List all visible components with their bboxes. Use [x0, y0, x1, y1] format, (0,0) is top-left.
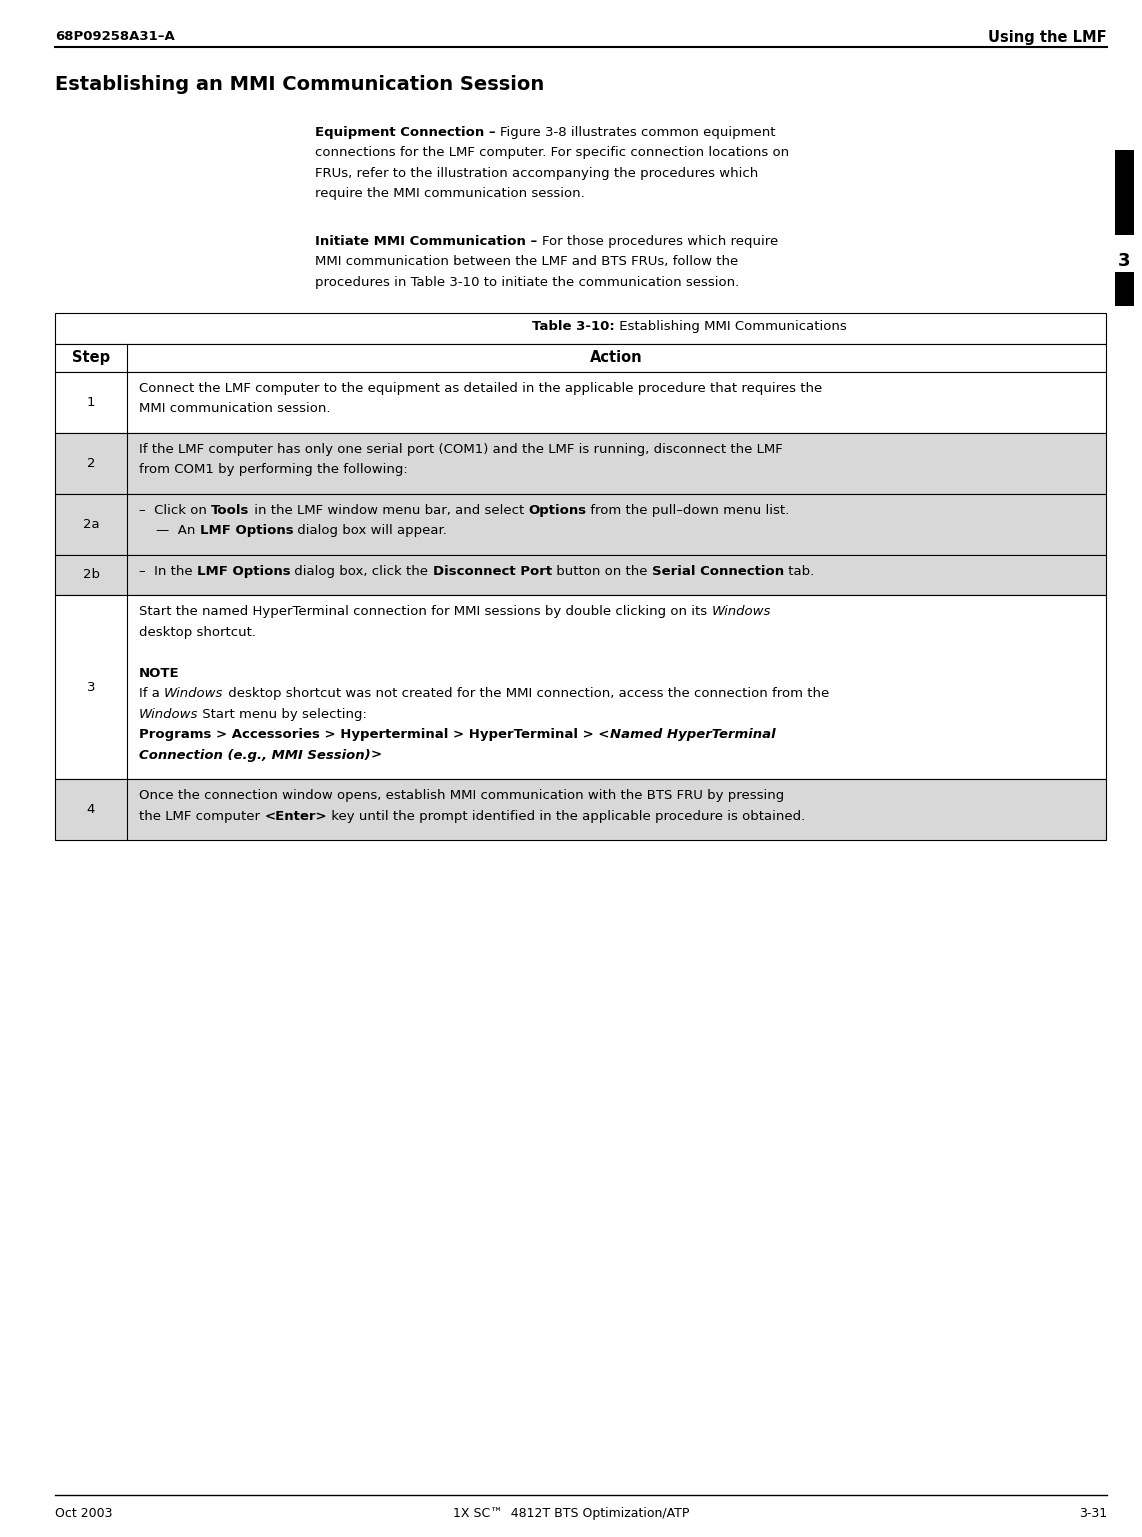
- Text: Windows: Windows: [164, 687, 224, 699]
- Text: 2a: 2a: [82, 518, 99, 530]
- Text: 2: 2: [87, 456, 95, 469]
- Text: Windows: Windows: [711, 606, 771, 618]
- Bar: [55, 779, 1105, 841]
- Text: Initiate MMI Communication –: Initiate MMI Communication –: [315, 235, 541, 247]
- Text: Start menu by selecting:: Start menu by selecting:: [199, 707, 368, 721]
- Text: Step: Step: [72, 350, 110, 366]
- Text: Connect the LMF computer to the equipment as detailed in the applicable procedur: Connect the LMF computer to the equipmen…: [139, 381, 822, 395]
- Bar: [55, 432, 1105, 493]
- Bar: [55, 493, 1105, 555]
- Bar: [1115, 151, 1134, 235]
- Text: require the MMI communication session.: require the MMI communication session.: [315, 188, 585, 200]
- Text: dialog box, click the: dialog box, click the: [290, 564, 433, 578]
- Bar: [55, 555, 1105, 595]
- Text: Figure 3-8 illustrates common equipment: Figure 3-8 illustrates common equipment: [500, 126, 775, 138]
- Text: MMI communication session.: MMI communication session.: [139, 403, 330, 415]
- Text: Windows: Windows: [139, 707, 199, 721]
- Text: Start the named HyperTerminal connection for MMI sessions by double clicking on : Start the named HyperTerminal connection…: [139, 606, 711, 618]
- Text: from COM1 by performing the following:: from COM1 by performing the following:: [139, 463, 408, 476]
- Text: LMF Options: LMF Options: [200, 524, 293, 536]
- Text: FRUs, refer to the illustration accompanying the procedures which: FRUs, refer to the illustration accompan…: [315, 168, 758, 180]
- Text: Table 3-10:: Table 3-10:: [532, 320, 616, 334]
- Text: Using the LMF: Using the LMF: [988, 31, 1107, 45]
- Text: key until the prompt identified in the applicable procedure is obtained.: key until the prompt identified in the a…: [327, 810, 805, 822]
- Text: 4: 4: [87, 802, 95, 816]
- Text: MMI communication between the LMF and BTS FRUs, follow the: MMI communication between the LMF and BT…: [315, 255, 738, 267]
- Text: 2b: 2b: [82, 569, 99, 581]
- Text: Establishing MMI Communications: Establishing MMI Communications: [616, 320, 847, 334]
- Bar: [55, 372, 1105, 432]
- Text: >: >: [371, 749, 381, 761]
- Text: Options: Options: [528, 504, 586, 516]
- Text: Serial Connection: Serial Connection: [652, 564, 783, 578]
- Bar: [55, 312, 1105, 344]
- Text: Named HyperTerminal: Named HyperTerminal: [610, 729, 775, 741]
- Text: Programs > Accessories > Hyperterminal > HyperTerminal > <: Programs > Accessories > Hyperterminal >…: [139, 729, 610, 741]
- Bar: [55, 344, 1105, 372]
- Text: Establishing an MMI Communication Session: Establishing an MMI Communication Sessio…: [55, 75, 545, 94]
- Text: Once the connection window opens, establish MMI communication with the BTS FRU b: Once the connection window opens, establ…: [139, 788, 785, 802]
- Text: Connection (e.g., MMI Session): Connection (e.g., MMI Session): [139, 749, 371, 761]
- Text: 1X SC™  4812T BTS Optimization/ATP: 1X SC™ 4812T BTS Optimization/ATP: [453, 1506, 689, 1520]
- Text: –  In the: – In the: [139, 564, 196, 578]
- Text: Disconnect Port: Disconnect Port: [433, 564, 552, 578]
- Bar: [55, 595, 1105, 779]
- Text: desktop shortcut was not created for the MMI connection, access the connection f: desktop shortcut was not created for the…: [224, 687, 829, 699]
- Text: 3-31: 3-31: [1079, 1506, 1107, 1520]
- Text: procedures in Table 3-10 to initiate the communication session.: procedures in Table 3-10 to initiate the…: [315, 275, 739, 289]
- Text: LMF Options: LMF Options: [196, 564, 290, 578]
- Text: dialog box will appear.: dialog box will appear.: [293, 524, 448, 536]
- Text: Equipment Connection –: Equipment Connection –: [315, 126, 500, 138]
- Text: the LMF computer: the LMF computer: [139, 810, 264, 822]
- Text: 3: 3: [87, 681, 95, 693]
- Text: For those procedures which require: For those procedures which require: [541, 235, 778, 247]
- Text: 1: 1: [87, 395, 95, 409]
- Text: 68P09258A31–A: 68P09258A31–A: [55, 31, 175, 43]
- Text: in the LMF window menu bar, and select: in the LMF window menu bar, and select: [249, 504, 528, 516]
- Text: tab.: tab.: [783, 564, 814, 578]
- Text: connections for the LMF computer. For specific connection locations on: connections for the LMF computer. For sp…: [315, 146, 789, 160]
- Text: —  An: — An: [139, 524, 200, 536]
- Text: from the pull–down menu list.: from the pull–down menu list.: [586, 504, 789, 516]
- Bar: [1115, 272, 1134, 306]
- Text: –  Click on: – Click on: [139, 504, 211, 516]
- Text: Action: Action: [590, 350, 643, 366]
- Text: <Enter>: <Enter>: [264, 810, 327, 822]
- Text: desktop shortcut.: desktop shortcut.: [139, 626, 256, 638]
- Text: If the LMF computer has only one serial port (COM1) and the LMF is running, disc: If the LMF computer has only one serial …: [139, 443, 782, 455]
- Text: Tools: Tools: [211, 504, 249, 516]
- Text: NOTE: NOTE: [139, 667, 179, 679]
- Text: Oct 2003: Oct 2003: [55, 1506, 113, 1520]
- Text: 3: 3: [1118, 252, 1131, 271]
- Text: If a: If a: [139, 687, 164, 699]
- Text: button on the: button on the: [552, 564, 652, 578]
